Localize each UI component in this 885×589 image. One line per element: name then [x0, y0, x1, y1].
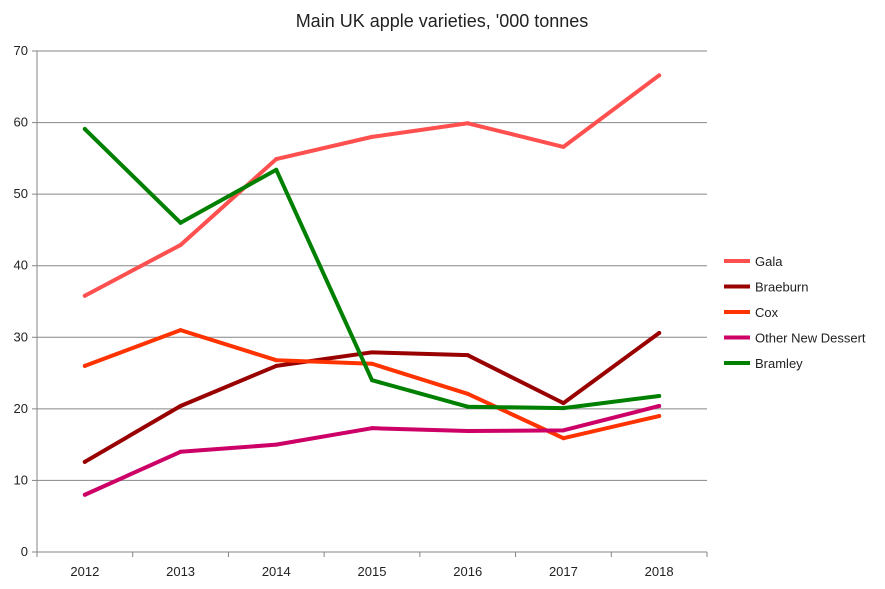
y-tick-label: 40 — [14, 258, 28, 273]
y-tick-label: 20 — [14, 401, 28, 416]
legend-label: Other New Dessert — [755, 331, 866, 346]
x-tick-label: 2014 — [262, 564, 291, 579]
data-point — [561, 401, 566, 406]
data-point — [561, 428, 566, 433]
data-point — [561, 144, 566, 149]
data-point — [178, 328, 183, 333]
data-point — [657, 330, 662, 335]
data-point — [178, 449, 183, 454]
legend-label: Gala — [755, 254, 783, 269]
data-point — [370, 378, 374, 383]
data-point — [561, 406, 566, 411]
y-tick-label: 60 — [14, 115, 28, 130]
data-point — [178, 220, 183, 225]
data-point — [178, 403, 183, 408]
legend-label: Bramley — [755, 356, 803, 371]
data-point — [370, 134, 374, 139]
data-point — [465, 391, 470, 396]
data-point — [274, 157, 279, 162]
data-point — [82, 459, 87, 464]
data-point — [657, 393, 662, 398]
data-point — [657, 414, 662, 419]
x-tick-label: 2017 — [549, 564, 578, 579]
data-point — [82, 293, 87, 298]
series-line-bramley — [82, 127, 662, 411]
legend: Gala Braeburn Cox Other New Dessert Bramley — [724, 254, 866, 371]
data-point — [274, 442, 279, 447]
data-point — [274, 358, 279, 363]
data-point — [465, 404, 470, 409]
series-line-cox — [82, 328, 662, 441]
data-point — [370, 350, 374, 355]
chart-title: Main UK apple varieties, '000 tonnes — [296, 11, 589, 31]
legend-label: Cox — [755, 305, 779, 320]
series-lines — [82, 73, 662, 497]
y-tick-label: 0 — [21, 544, 28, 559]
data-point — [370, 426, 374, 431]
y-tick-label: 70 — [14, 43, 28, 58]
y-tick-label: 30 — [14, 329, 28, 344]
y-tick-label: 50 — [14, 186, 28, 201]
data-point — [274, 167, 279, 172]
x-tick-label: 2015 — [358, 564, 387, 579]
data-point — [178, 242, 183, 247]
x-tick-label: 2016 — [453, 564, 482, 579]
data-point — [465, 353, 470, 358]
x-tick-label: 2013 — [166, 564, 195, 579]
series-line-gala — [82, 73, 662, 298]
data-point — [465, 429, 470, 434]
x-tick-label: 2012 — [70, 564, 99, 579]
data-point — [82, 492, 87, 497]
data-point — [274, 363, 279, 368]
x-tick-label: 2018 — [645, 564, 674, 579]
y-tick-label: 10 — [14, 472, 28, 487]
data-point — [465, 121, 470, 126]
legend-label: Braeburn — [755, 280, 808, 295]
data-point — [82, 363, 87, 368]
data-point — [82, 127, 87, 132]
data-point — [657, 403, 662, 408]
axes: 0 10 20 30 40 50 60 70 2012 2013 2014 2015 2016 2017 2… — [14, 43, 708, 579]
series-line-other-new-dessert — [82, 403, 662, 497]
data-point — [561, 436, 566, 441]
data-point — [657, 73, 662, 78]
data-point — [370, 361, 374, 366]
